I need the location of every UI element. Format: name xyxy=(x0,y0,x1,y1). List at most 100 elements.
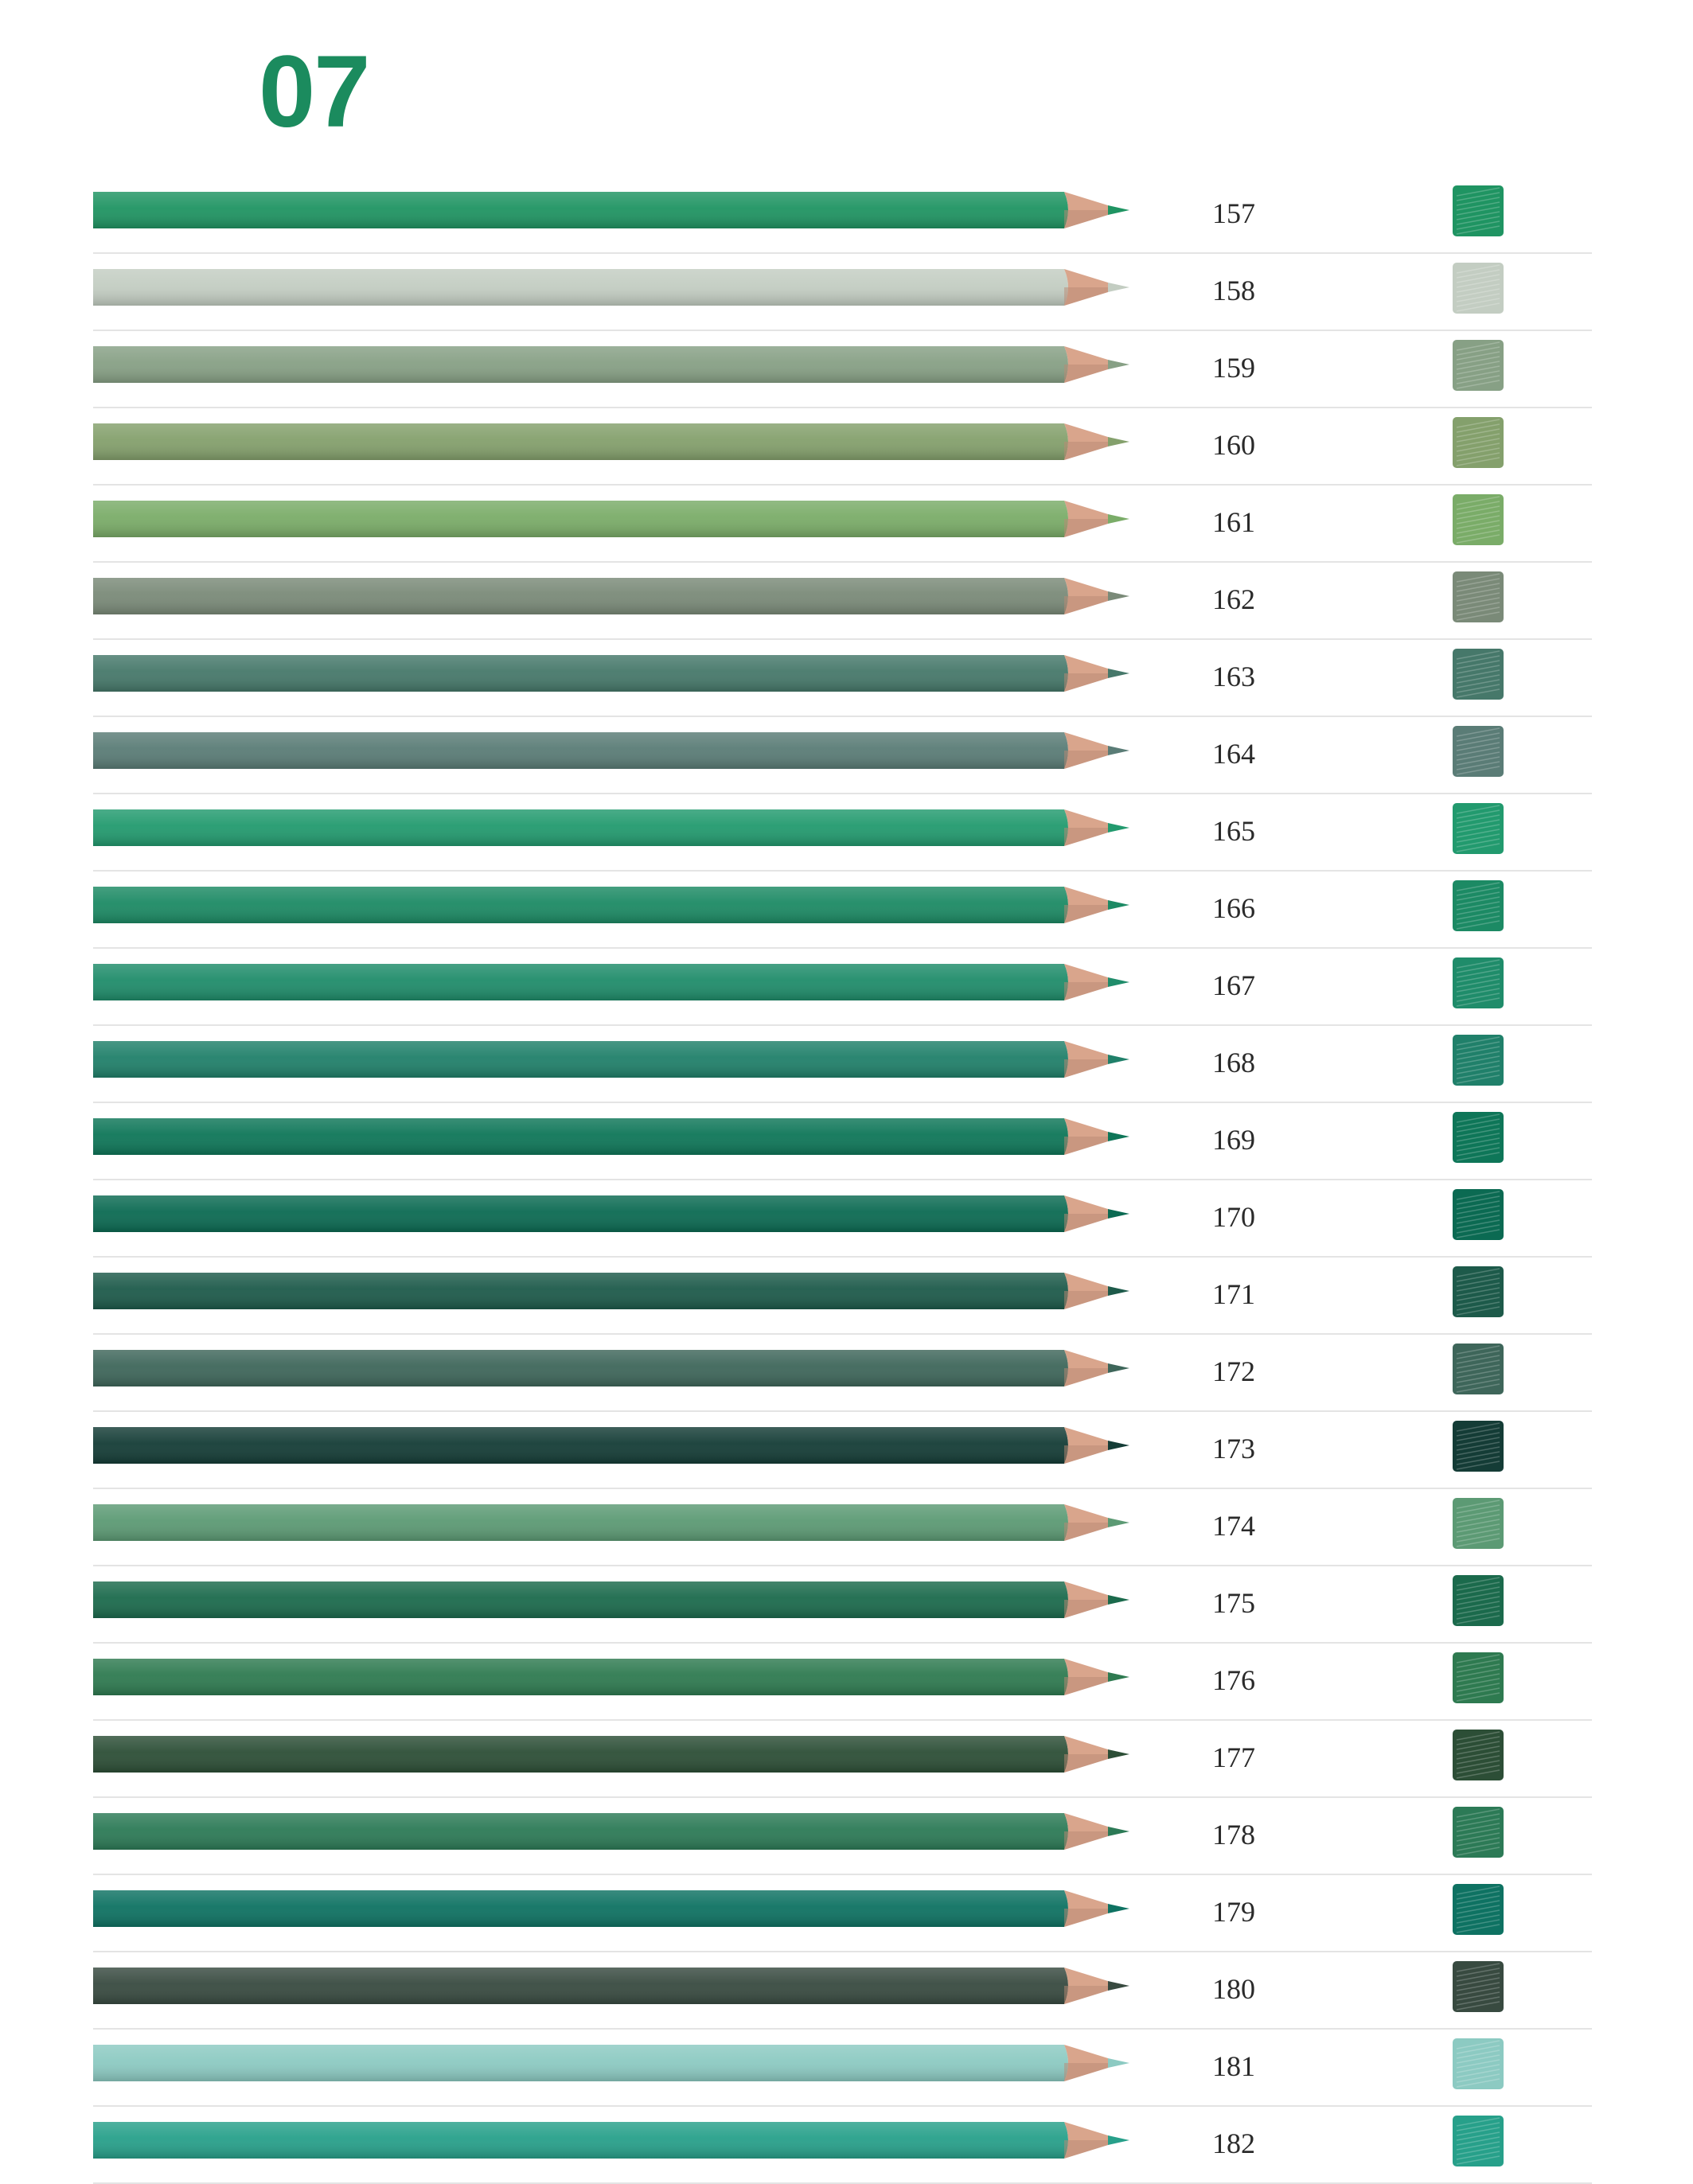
color-code: 167 xyxy=(1212,969,1255,1001)
color-swatch xyxy=(1452,1034,1504,1086)
color-swatch xyxy=(1452,1883,1504,1936)
color-swatch xyxy=(1452,1188,1504,1241)
color-swatch xyxy=(1452,1574,1504,1627)
pencil-graphic xyxy=(93,499,1129,539)
pencil-graphic xyxy=(93,2120,1129,2160)
pencil-row: 160 xyxy=(93,408,1592,486)
pencil-row: 165 xyxy=(93,794,1592,872)
pencil-graphic xyxy=(93,345,1129,384)
pencil-color-list: 157 158 159 160 161 162 163 164 165 166 167 168 169 1… xyxy=(93,177,1592,2184)
pencil-row: 163 xyxy=(93,640,1592,717)
pencil-row: 169 xyxy=(93,1103,1592,1180)
pencil-row: 167 xyxy=(93,949,1592,1026)
pencil-row: 159 xyxy=(93,331,1592,408)
pencil-graphic xyxy=(93,1271,1129,1311)
pencil-graphic xyxy=(93,267,1129,307)
color-code: 160 xyxy=(1212,429,1255,461)
color-swatch xyxy=(1452,1497,1504,1550)
color-code: 168 xyxy=(1212,1047,1255,1078)
pencil-row: 176 xyxy=(93,1644,1592,1721)
pencil-graphic xyxy=(93,1039,1129,1079)
color-swatch xyxy=(1452,1420,1504,1472)
pencil-row: 180 xyxy=(93,1952,1592,2030)
color-code: 179 xyxy=(1212,1896,1255,1928)
pencil-row: 182 xyxy=(93,2107,1592,2184)
color-code: 178 xyxy=(1212,1819,1255,1851)
color-swatch xyxy=(1452,1960,1504,2013)
pencil-graphic xyxy=(93,1580,1129,1620)
pencil-graphic xyxy=(93,1966,1129,2006)
color-swatch xyxy=(1452,802,1504,855)
color-swatch xyxy=(1452,571,1504,623)
color-swatch xyxy=(1452,1266,1504,1318)
color-code: 174 xyxy=(1212,1510,1255,1542)
pencil-graphic xyxy=(93,2043,1129,2083)
color-swatch xyxy=(1452,262,1504,314)
pencil-row: 179 xyxy=(93,1875,1592,1952)
color-code: 158 xyxy=(1212,275,1255,306)
color-swatch xyxy=(1452,1343,1504,1395)
page-title: 07 xyxy=(259,35,370,149)
pencil-row: 166 xyxy=(93,872,1592,949)
pencil-row: 158 xyxy=(93,254,1592,331)
pencil-row: 173 xyxy=(93,1412,1592,1489)
color-code: 169 xyxy=(1212,1124,1255,1156)
pencil-row: 181 xyxy=(93,2030,1592,2107)
pencil-row: 172 xyxy=(93,1335,1592,1412)
pencil-graphic xyxy=(93,1889,1129,1929)
color-code: 181 xyxy=(1212,2050,1255,2082)
color-code: 159 xyxy=(1212,352,1255,384)
color-code: 180 xyxy=(1212,1973,1255,2005)
pencil-graphic xyxy=(93,1425,1129,1465)
color-swatch xyxy=(1452,1111,1504,1164)
pencil-row: 161 xyxy=(93,486,1592,563)
pencil-row: 175 xyxy=(93,1566,1592,1644)
pencil-row: 171 xyxy=(93,1258,1592,1335)
pencil-graphic xyxy=(93,1812,1129,1851)
pencil-graphic xyxy=(93,1503,1129,1542)
pencil-graphic xyxy=(93,962,1129,1002)
color-code: 176 xyxy=(1212,1664,1255,1696)
color-code: 164 xyxy=(1212,738,1255,770)
pencil-row: 177 xyxy=(93,1721,1592,1798)
color-swatch xyxy=(1452,1729,1504,1781)
color-code: 172 xyxy=(1212,1355,1255,1387)
color-code: 182 xyxy=(1212,2127,1255,2159)
pencil-row: 162 xyxy=(93,563,1592,640)
pencil-graphic xyxy=(93,1194,1129,1234)
color-code: 162 xyxy=(1212,583,1255,615)
color-swatch xyxy=(1452,416,1504,469)
pencil-graphic xyxy=(93,190,1129,230)
pencil-graphic xyxy=(93,731,1129,770)
pencil-row: 164 xyxy=(93,717,1592,794)
color-swatch xyxy=(1452,493,1504,546)
color-code: 173 xyxy=(1212,1433,1255,1464)
pencil-row: 168 xyxy=(93,1026,1592,1103)
pencil-row: 170 xyxy=(93,1180,1592,1258)
color-swatch xyxy=(1452,185,1504,237)
color-swatch xyxy=(1452,957,1504,1009)
color-code: 165 xyxy=(1212,815,1255,847)
color-swatch xyxy=(1452,2115,1504,2167)
pencil-graphic xyxy=(93,576,1129,616)
pencil-graphic xyxy=(93,1657,1129,1697)
pencil-graphic xyxy=(93,1348,1129,1388)
pencil-graphic xyxy=(93,885,1129,925)
color-code: 157 xyxy=(1212,197,1255,229)
color-swatch xyxy=(1452,1806,1504,1858)
color-swatch xyxy=(1452,1652,1504,1704)
pencil-row: 157 xyxy=(93,177,1592,254)
color-code: 166 xyxy=(1212,892,1255,924)
pencil-graphic xyxy=(93,653,1129,693)
color-code: 170 xyxy=(1212,1201,1255,1233)
color-swatch xyxy=(1452,2038,1504,2090)
pencil-row: 178 xyxy=(93,1798,1592,1875)
pencil-graphic xyxy=(93,422,1129,462)
color-swatch xyxy=(1452,648,1504,700)
color-code: 175 xyxy=(1212,1587,1255,1619)
color-code: 177 xyxy=(1212,1741,1255,1773)
color-code: 161 xyxy=(1212,506,1255,538)
color-code: 163 xyxy=(1212,661,1255,692)
color-code: 171 xyxy=(1212,1278,1255,1310)
pencil-row: 174 xyxy=(93,1489,1592,1566)
